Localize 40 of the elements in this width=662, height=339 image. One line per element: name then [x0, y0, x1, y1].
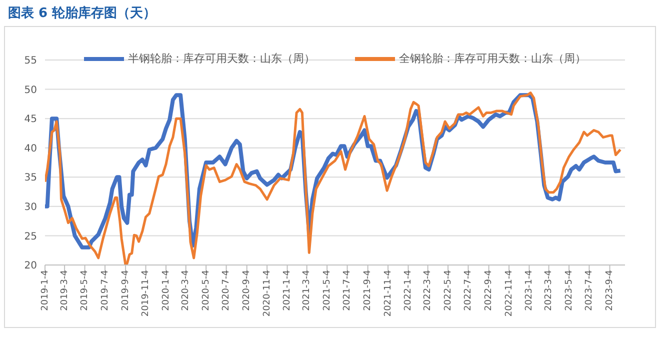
x-tick-label: 2020-5-4: [201, 270, 212, 311]
y-tick-label: 55: [24, 56, 37, 67]
x-tick-label: 2022-11-4: [504, 270, 514, 317]
x-tick-label: 2020-7-4: [222, 270, 232, 311]
x-tick-label: 2023-3-4: [544, 270, 554, 311]
y-tick-label: 20: [24, 260, 37, 272]
x-tick-label: 2023-1-4: [524, 270, 535, 311]
x-tick-label: 2022-3-4: [423, 270, 434, 311]
x-tick-label: 2021-11-4: [383, 270, 394, 317]
x-tick-label: 2021-1-4: [282, 270, 293, 311]
x-tick-label: 2023-7-4: [584, 270, 595, 311]
y-tick-label: 50: [24, 84, 37, 96]
x-tick-label: 2019-11-4: [141, 270, 152, 317]
x-tick-label: 2021-5-4: [322, 270, 332, 311]
x-tick-label: 2021-3-4: [302, 270, 312, 311]
x-tick-label: 2021-7-4: [342, 270, 353, 311]
legend-label: 全钢轮胎：库存可用天数：山东（周）: [398, 51, 586, 66]
legend-label: 半钢轮胎：库存可用天数：山东（周）: [127, 51, 315, 66]
y-tick-label: 25: [24, 231, 37, 242]
x-tick-label: 2022-5-4: [443, 270, 454, 311]
y-tick-label: 40: [24, 143, 37, 154]
x-tick-label: 2022-9-4: [484, 270, 494, 311]
x-tick-label: 2022-7-4: [464, 270, 474, 311]
x-tick-label: 2019-1-4: [40, 270, 50, 311]
x-tick-label: 2019-9-4: [120, 270, 131, 311]
x-tick-label: 2020-9-4: [242, 270, 252, 311]
x-tick-label: 2019-5-4: [80, 270, 90, 311]
x-tick-label: 2020-11-4: [262, 270, 272, 317]
y-tick-label: 30: [24, 202, 37, 213]
x-tick-label: 2023-9-4: [605, 270, 616, 311]
x-tick-label: 2020-3-4: [181, 270, 192, 311]
x-tick-label: 2022-1-4: [404, 270, 414, 311]
x-tick-label: 2019-3-4: [60, 270, 70, 311]
y-tick-label: 35: [24, 172, 37, 184]
y-tick-label: 45: [24, 114, 37, 126]
x-tick-label: 2019-7-4: [100, 270, 110, 311]
x-tick-label: 2020-1-4: [161, 270, 172, 311]
chart-title: 图表 6 轮胎库存图（天）: [8, 4, 156, 22]
x-tick-label: 2021-9-4: [363, 270, 374, 311]
x-tick-label: 2023-5-4: [564, 270, 574, 311]
